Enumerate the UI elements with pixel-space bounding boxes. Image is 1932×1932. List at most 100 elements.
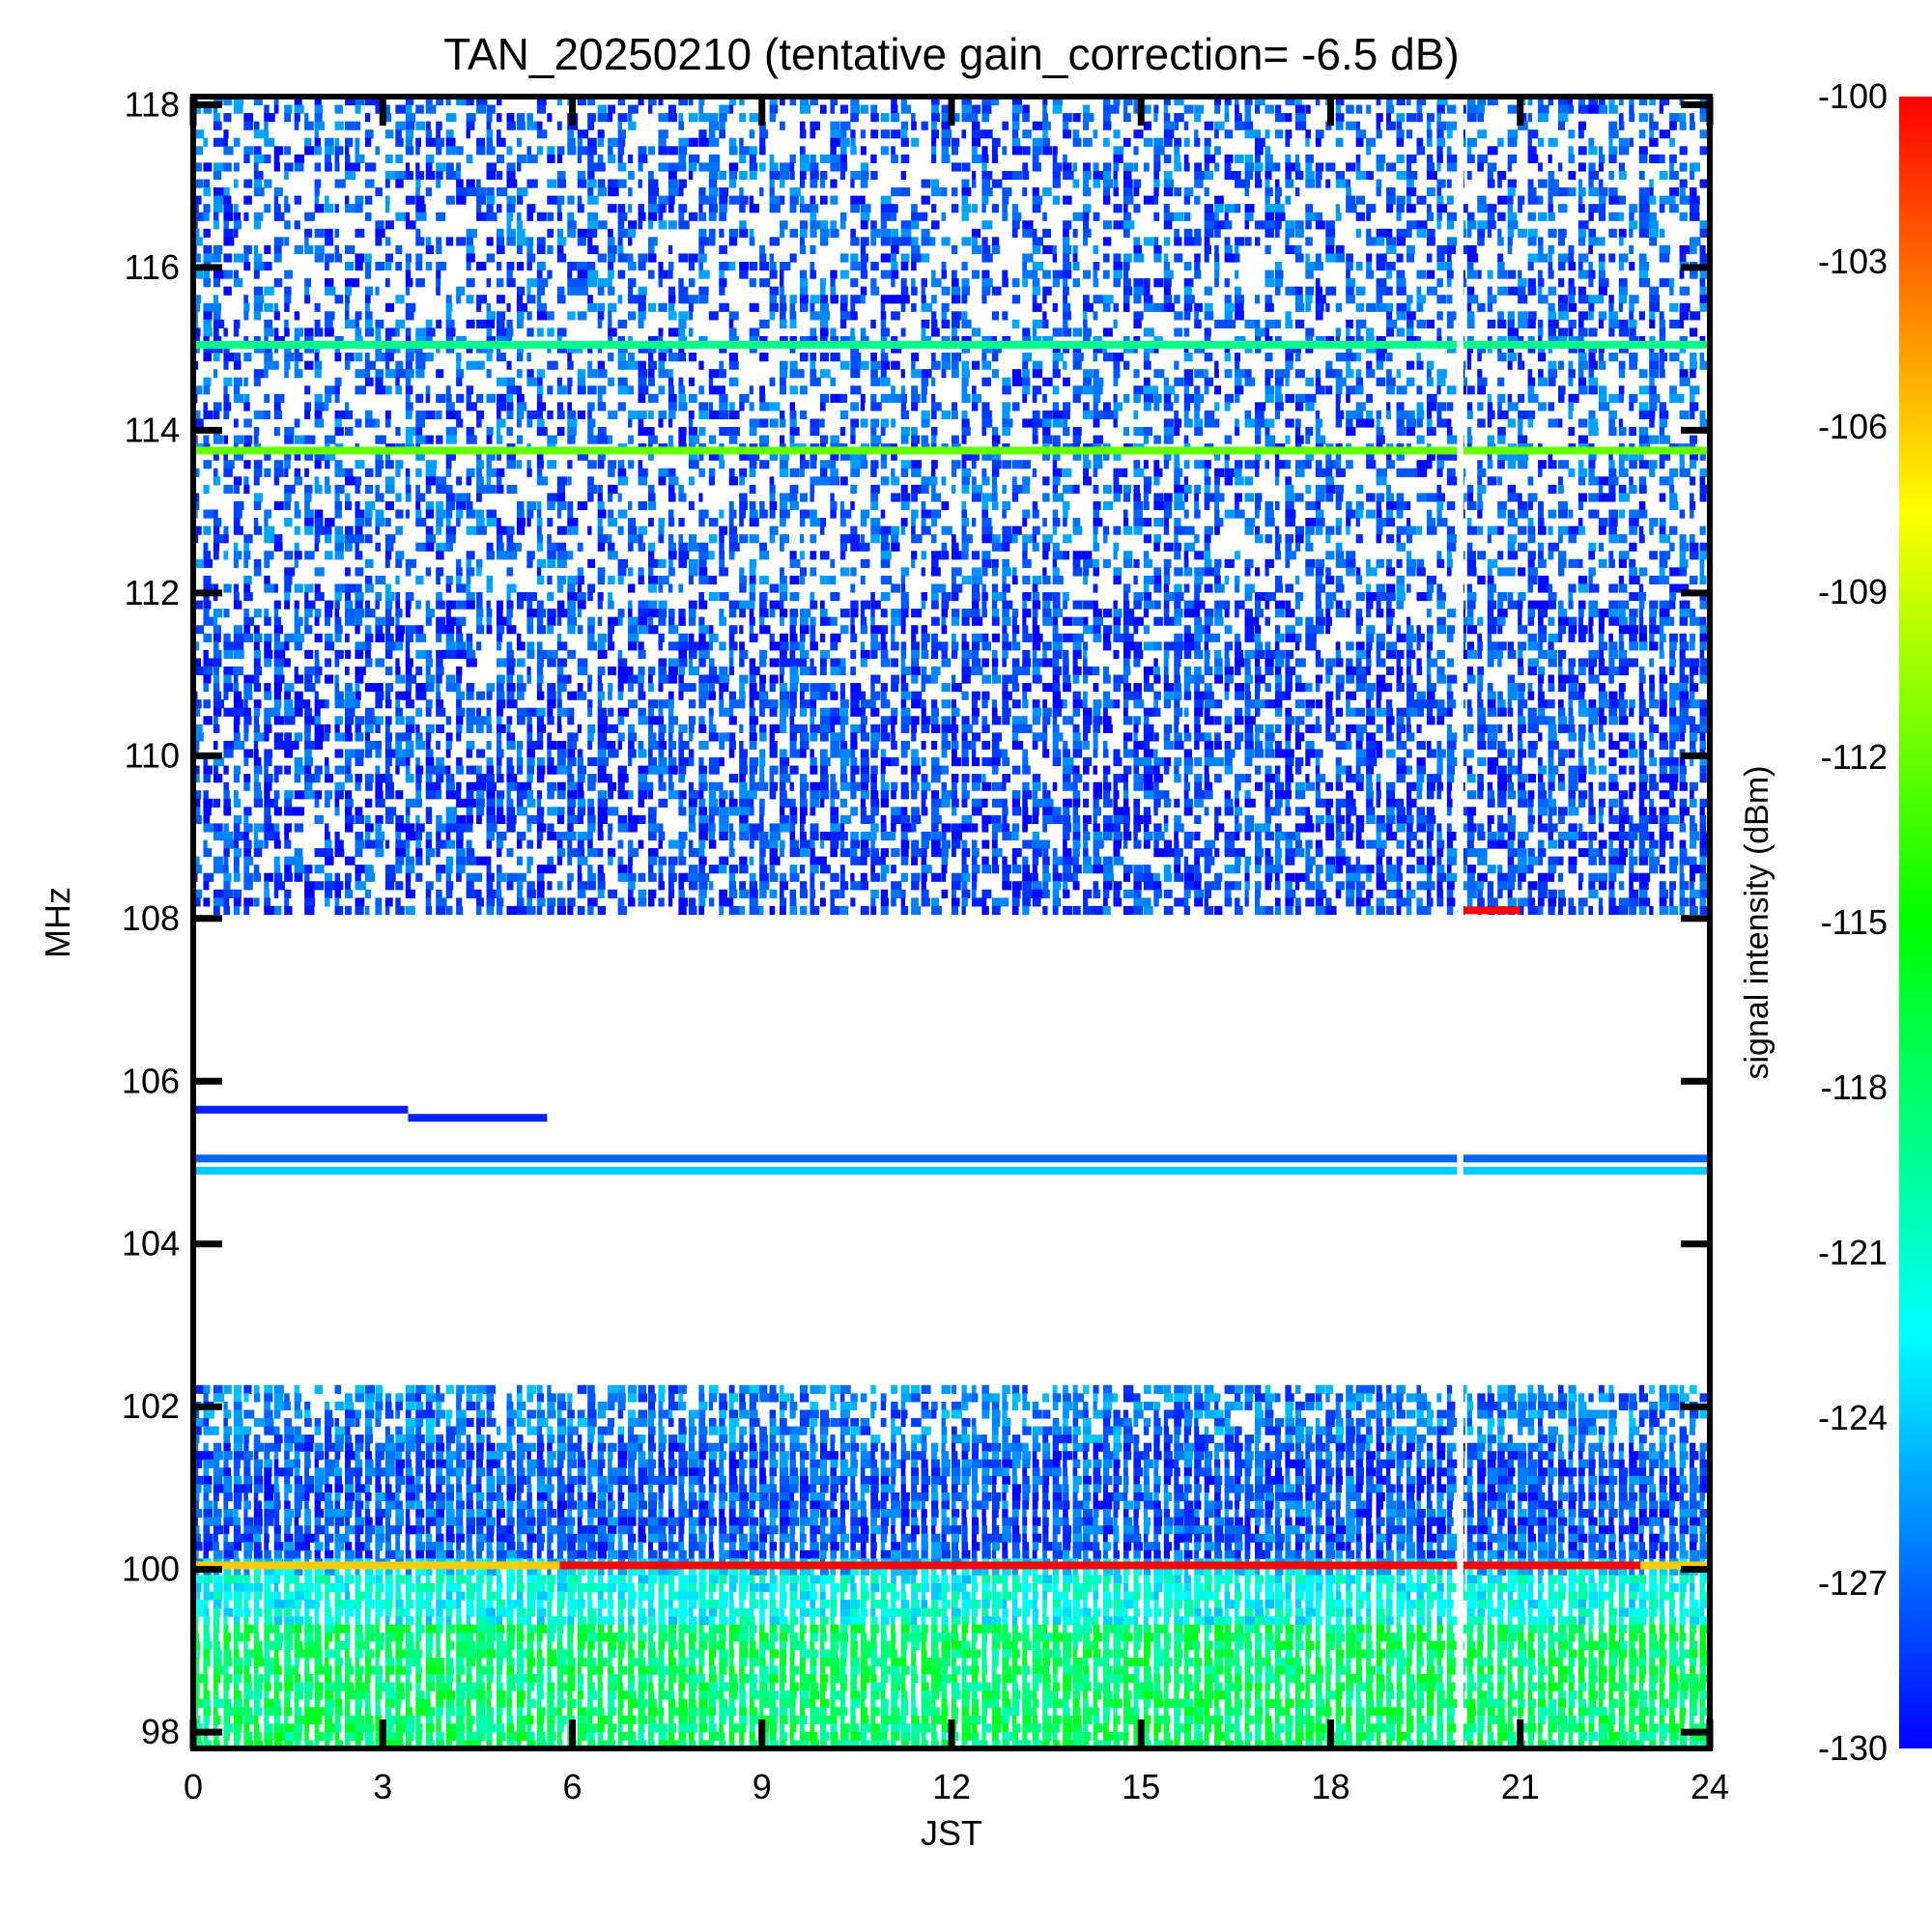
spectrogram-cell (1396, 311, 1406, 321)
spectrogram-cell (1699, 575, 1707, 585)
spectrogram-cell (556, 237, 567, 246)
spectrogram-cell (1294, 526, 1305, 535)
spectrogram-cell (375, 262, 385, 271)
spectrogram-cell (981, 353, 987, 362)
spectrogram-cell (638, 204, 644, 213)
spectrogram-cell (1143, 575, 1154, 585)
spectrogram-cell (981, 154, 989, 163)
spectrogram-cell (1244, 170, 1254, 181)
spectrogram-cell (952, 583, 963, 593)
spectrogram-cell (193, 468, 200, 477)
spectrogram-cell (749, 237, 755, 246)
spectrogram-cell (243, 195, 252, 205)
spectrogram-cell (1122, 286, 1133, 296)
spectrogram-cell (810, 335, 818, 346)
spectrogram-cell (708, 121, 720, 130)
spectrogram-cell (800, 237, 805, 246)
spectrogram-cell (688, 476, 695, 486)
spectrogram-cell (1063, 484, 1074, 494)
spectrogram-cell (850, 295, 862, 304)
spectrogram-cell (355, 551, 363, 560)
spectrogram-cell (739, 493, 748, 502)
spectrogram-cell (1527, 558, 1535, 568)
spectrogram-cell (384, 460, 394, 469)
spectrogram-cell (648, 542, 656, 552)
spectrogram-cell (497, 518, 501, 527)
spectrogram-cell (678, 335, 688, 346)
spectrogram-cell (1558, 460, 1570, 469)
spectrogram-cell (325, 518, 335, 527)
spectrogram-cell (1235, 360, 1240, 370)
spectrogram-cell (900, 137, 909, 147)
spectrogram-cell (1497, 402, 1502, 412)
spectrogram-cell (952, 435, 959, 444)
spectrogram-cell (800, 534, 805, 544)
spectrogram-cell (1335, 170, 1346, 181)
spectrogram-cell (1204, 460, 1211, 469)
spectrogram-cell (1466, 170, 1472, 181)
spectrogram-cell (1568, 335, 1579, 346)
spectrogram-cell (628, 335, 633, 346)
spectrogram-cell (1497, 253, 1504, 263)
spectrogram-cell (1690, 237, 1701, 246)
spectrogram-cell (1618, 319, 1629, 328)
spectrogram-cell (284, 518, 293, 527)
spectrogram-cell (1052, 567, 1060, 577)
spectrogram-cell (1538, 295, 1548, 304)
spectrogram-cell (1659, 558, 1668, 568)
spectrogram-cell (1396, 402, 1405, 412)
spectrogram-cell (830, 270, 838, 279)
spectrogram-cell (1679, 460, 1685, 469)
spectrogram-cell (941, 335, 951, 346)
spectrogram-cell (1103, 179, 1114, 188)
spectrogram-cell (1153, 244, 1162, 255)
spectrogram-cell (911, 402, 919, 412)
spectrogram-cell (273, 195, 279, 205)
spectrogram-cell (921, 476, 932, 486)
spectrogram-cell (405, 104, 412, 114)
spectrogram-cell (1163, 253, 1169, 263)
spectrogram-cell (223, 460, 235, 469)
spectrogram-cell (1426, 493, 1437, 502)
spectrogram-cell (880, 129, 891, 139)
spectrogram-cell (1204, 476, 1211, 486)
spectrogram-cell (1406, 129, 1413, 139)
spectrogram-cell (506, 319, 513, 328)
spectrogram-cell (608, 179, 619, 188)
spectrogram-cell (1638, 113, 1648, 123)
spectrogram-cell (728, 410, 740, 420)
spectrogram-cell (810, 204, 819, 213)
spectrogram-cell (314, 526, 326, 535)
spectrogram-cell (1577, 418, 1588, 428)
spectrogram-cell (1598, 270, 1605, 279)
spectrogram-cell (1153, 146, 1165, 156)
spectrogram-cell (587, 435, 599, 444)
spectrogram-cell (1386, 237, 1397, 246)
spectrogram-cell (628, 460, 635, 469)
spectrogram-cell (1163, 393, 1172, 403)
spectrogram-cell (1386, 410, 1391, 420)
spectrogram-cell (739, 468, 748, 477)
spectrogram-cell (304, 360, 314, 370)
spectrogram-cell (1163, 385, 1176, 395)
spectrogram-cell (1406, 319, 1414, 328)
spectrogram-cell (880, 270, 891, 279)
spectrogram-cell (891, 542, 900, 552)
spectrogram-cell (628, 262, 637, 271)
spectrogram-cell (1194, 575, 1204, 585)
spectrogram-cell (334, 154, 340, 163)
spectrogram-cell (1416, 460, 1428, 469)
spectrogram-cell (445, 385, 451, 395)
spectrogram-cell (355, 526, 363, 535)
spectrogram-cell (952, 410, 958, 420)
spectrogram-cell (961, 534, 973, 544)
spectrogram-cell (1568, 526, 1579, 535)
spectrogram-cell (1083, 558, 1094, 568)
spectrogram-cell (345, 410, 354, 420)
spectrogram-cell (556, 195, 565, 205)
spectrogram-cell (1174, 228, 1179, 238)
spectrogram-cell (1113, 302, 1120, 312)
spectrogram-cell (1446, 427, 1453, 437)
spectrogram-cell (1376, 509, 1382, 519)
spectrogram-cell (688, 327, 694, 337)
